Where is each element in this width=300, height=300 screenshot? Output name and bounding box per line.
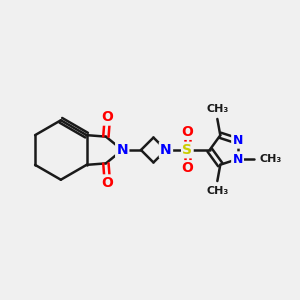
Text: N: N: [232, 153, 243, 166]
Text: N: N: [232, 134, 243, 147]
Text: N: N: [116, 143, 128, 157]
Text: CH₃: CH₃: [206, 103, 229, 114]
Text: S: S: [182, 143, 192, 157]
Text: O: O: [101, 110, 113, 124]
Text: O: O: [182, 161, 193, 176]
Text: CH₃: CH₃: [259, 154, 281, 164]
Text: CH₃: CH₃: [206, 186, 229, 197]
Text: N: N: [160, 143, 172, 157]
Text: O: O: [101, 176, 113, 190]
Text: O: O: [182, 124, 193, 139]
